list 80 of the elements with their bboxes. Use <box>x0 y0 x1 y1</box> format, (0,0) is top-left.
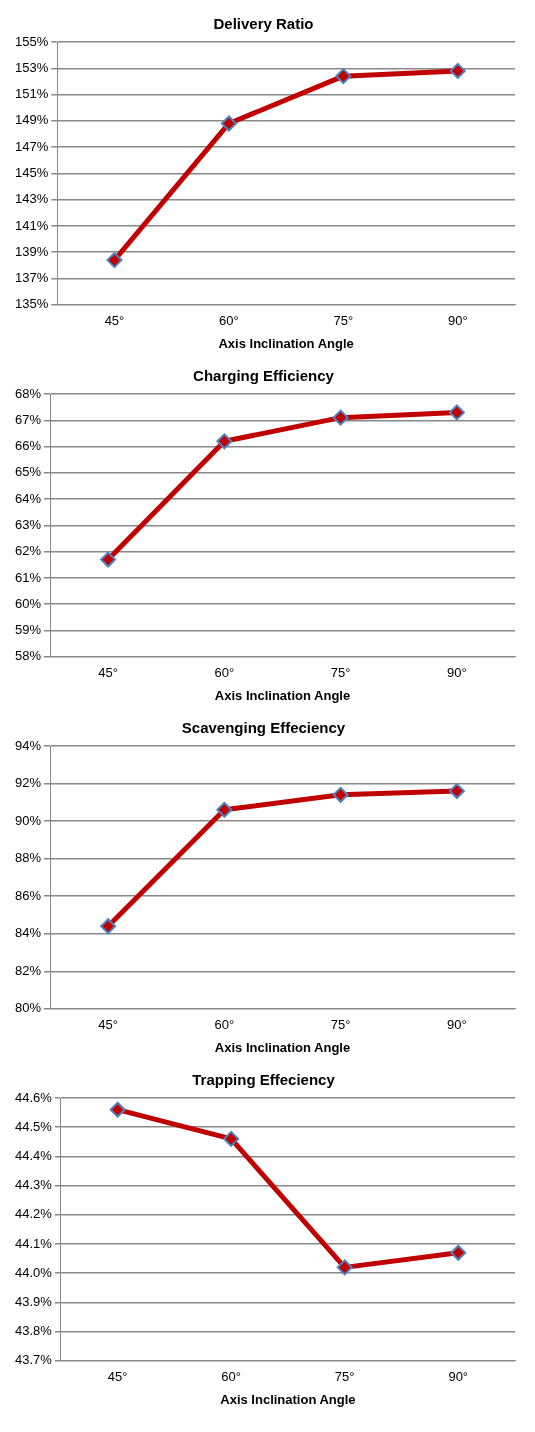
y-tick-label: 141% <box>15 217 49 233</box>
point <box>216 801 233 818</box>
x-axis-title: Axis Inclination Angle <box>220 1391 356 1407</box>
x-tick-label: 90° <box>448 1369 469 1385</box>
point <box>448 783 465 800</box>
y-tick-label: 58% <box>14 648 42 664</box>
y-tick-label: 43.7% <box>14 1352 53 1368</box>
point <box>216 433 233 450</box>
y-tick-label: 60% <box>14 595 42 611</box>
y-tick-label: 67% <box>14 411 42 427</box>
x-axis-title: Axis Inclination Angle <box>218 335 354 351</box>
chart-title: Trapping Effeciency <box>192 1071 336 1089</box>
y-tick-label: 65% <box>14 464 42 480</box>
y-tick-label: 143% <box>15 191 49 207</box>
y-tick-label: 61% <box>14 569 42 585</box>
point <box>223 1130 240 1147</box>
point <box>449 62 466 79</box>
point <box>220 115 237 132</box>
chart-title: Delivery Ratio <box>213 15 314 33</box>
y-tick-label: 137% <box>15 270 49 286</box>
x-tick-label: 45° <box>98 1017 118 1033</box>
y-tick-label: 82% <box>14 962 42 978</box>
y-tick-label: 44.2% <box>14 1206 53 1222</box>
y-tick-label: 84% <box>14 925 42 941</box>
y-tick-label: 151% <box>15 86 49 102</box>
x-axis-title: Axis Inclination Angle <box>214 687 351 703</box>
y-tick-label: 86% <box>14 887 42 903</box>
y-tick-label: 66% <box>14 438 42 454</box>
y-tick-label: 149% <box>15 112 49 128</box>
y-tick-label: 90% <box>14 812 42 828</box>
x-tick-label: 90° <box>447 313 468 329</box>
x-tick-label: 75° <box>334 1369 355 1385</box>
point <box>100 918 117 935</box>
point <box>100 551 117 568</box>
y-tick-label: 94% <box>14 737 42 753</box>
y-tick-label: 68% <box>14 385 42 401</box>
x-tick-label: 90° <box>447 665 467 681</box>
y-tick-label: 92% <box>14 775 42 791</box>
point <box>335 68 352 85</box>
x-tick-label: 75° <box>330 1017 351 1033</box>
x-tick-label: 75° <box>330 665 351 681</box>
y-tick-label: 88% <box>14 850 42 866</box>
chart-title: Scavenging Effeciency <box>181 719 346 737</box>
point <box>106 252 123 269</box>
y-tick-label: 62% <box>14 543 42 559</box>
point <box>450 1244 467 1261</box>
x-tick-label: 90° <box>447 1017 467 1033</box>
x-tick-label: 45° <box>107 1369 128 1385</box>
x-tick-label: 60° <box>219 313 239 329</box>
y-tick-label: 155% <box>15 33 49 49</box>
y-tick-label: 44.3% <box>14 1177 53 1193</box>
y-tick-label: 145% <box>15 164 49 180</box>
y-tick-label: 44.5% <box>14 1118 53 1134</box>
x-tick-label: 45° <box>104 313 125 329</box>
y-tick-label: 64% <box>14 490 42 506</box>
x-tick-label: 45° <box>98 665 118 681</box>
x-axis-title: Axis Inclination Angle <box>214 1039 351 1055</box>
y-tick-label: 44.1% <box>14 1235 53 1251</box>
x-tick-label: 75° <box>333 313 354 329</box>
y-tick-label: 43.8% <box>14 1323 53 1339</box>
x-tick-label: 60° <box>214 1017 235 1033</box>
y-tick-label: 44.4% <box>14 1147 53 1163</box>
x-tick-label: 60° <box>221 1369 241 1385</box>
point <box>332 786 349 803</box>
x-tick-label: 60° <box>214 665 235 681</box>
y-tick-label: 63% <box>14 516 42 532</box>
y-tick-label: 44.6% <box>14 1089 53 1105</box>
y-tick-label: 44.0% <box>14 1264 53 1280</box>
y-tick-label: 135% <box>15 296 49 312</box>
chart-title: Charging Efficiency <box>193 367 335 385</box>
point <box>109 1101 126 1118</box>
y-tick-label: 43.9% <box>14 1293 53 1309</box>
y-tick-label: 147% <box>15 138 49 154</box>
point <box>448 404 465 421</box>
point <box>336 1259 353 1276</box>
y-tick-label: 153% <box>15 59 49 75</box>
point <box>332 409 349 426</box>
y-tick-label: 139% <box>15 243 49 259</box>
y-tick-label: 80% <box>14 1000 42 1016</box>
y-tick-label: 59% <box>14 622 42 638</box>
